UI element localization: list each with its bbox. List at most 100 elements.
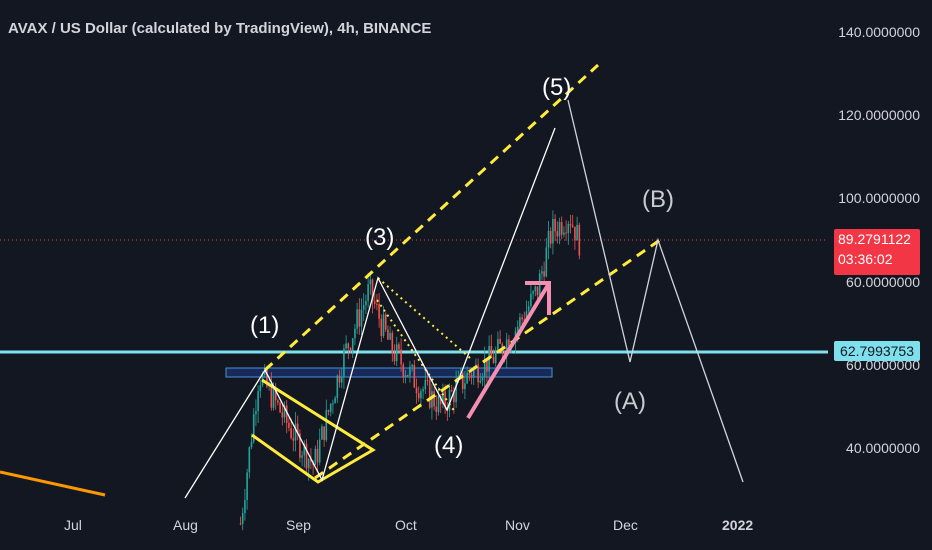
candle-body — [428, 380, 431, 408]
candle-body — [464, 383, 466, 389]
candle-body — [486, 358, 488, 372]
candle-body — [387, 329, 389, 340]
candle-body — [547, 230, 550, 248]
candle-body — [477, 364, 479, 383]
candle-body — [259, 385, 262, 392]
wave-label-1: (1) — [250, 312, 280, 339]
candle-body — [301, 455, 303, 458]
candle-body — [294, 423, 297, 441]
y-axis-label: 100.0000000 — [838, 190, 920, 206]
candle-body — [567, 223, 570, 234]
dotted-line-1 — [377, 277, 471, 359]
candle-body — [281, 412, 284, 418]
candle-body — [439, 395, 442, 405]
candle-body — [492, 356, 495, 364]
candle-body — [384, 314, 387, 330]
channel-upper-line — [263, 63, 600, 372]
candle-body — [442, 391, 444, 405]
candle-body — [334, 397, 336, 404]
candle-body — [248, 447, 251, 473]
candle-body — [424, 379, 427, 390]
candle-body — [292, 438, 295, 441]
candle-body — [389, 332, 391, 340]
candle-body — [483, 358, 486, 377]
candle-body — [530, 293, 532, 307]
candle-body — [411, 364, 413, 367]
candle-body — [497, 338, 499, 352]
candle-body — [349, 348, 352, 351]
candle-body — [437, 395, 440, 413]
candle-body — [367, 284, 369, 301]
candle-body — [277, 400, 279, 403]
candle-body — [325, 410, 328, 441]
candle-body — [354, 328, 356, 339]
y-axis-label: 40.0000000 — [846, 440, 920, 456]
candle-body — [536, 286, 539, 296]
candle-body — [532, 291, 534, 294]
x-axis-label: Sep — [286, 517, 311, 533]
wave-path — [184, 127, 556, 499]
candle-body — [299, 433, 301, 458]
y-axis-label: 140.0000000 — [838, 24, 920, 40]
candle-body — [316, 448, 319, 463]
candle-body — [468, 373, 471, 375]
candle-body — [422, 389, 424, 392]
candle-body — [332, 403, 334, 405]
candle-body — [382, 314, 385, 337]
candle-body — [369, 279, 372, 285]
candle-body — [244, 499, 246, 514]
wave-label-5: (5) — [542, 74, 572, 101]
candle-body — [327, 410, 330, 412]
candle-body — [508, 339, 510, 350]
candle-body — [288, 422, 290, 428]
x-axis-label: 2022 — [722, 517, 754, 533]
candle-body — [571, 225, 574, 227]
candle-body — [552, 218, 554, 244]
candle-body — [257, 391, 259, 412]
wave-label-3: (3) — [365, 224, 395, 251]
candle-body — [435, 406, 438, 413]
candle-body — [554, 218, 556, 232]
candle-body — [400, 349, 402, 365]
candle-body — [310, 458, 312, 462]
candle-body — [250, 441, 253, 448]
candle-body — [356, 309, 358, 329]
wave-label-4: (4) — [434, 432, 464, 459]
candle-body — [358, 309, 361, 327]
candle-body — [556, 231, 559, 237]
candle-body — [481, 376, 484, 381]
candle-body — [318, 439, 321, 463]
x-axis-label: Jul — [64, 517, 82, 533]
candle-body — [499, 338, 501, 344]
pink-arrow — [466, 281, 551, 420]
candle-body — [450, 389, 453, 392]
candle-body — [380, 318, 383, 337]
candle-body — [417, 393, 420, 399]
candle-body — [470, 374, 473, 378]
candle-body — [558, 222, 561, 237]
last-price-value: 89.2791122 — [838, 231, 911, 247]
support-level-badge: 62.7993753 — [834, 341, 920, 361]
candle-body — [525, 311, 528, 322]
wave-label-b: (B) — [642, 186, 674, 213]
candle-body — [314, 448, 317, 465]
last-price-badge: 89.2791122 03:36:02 — [834, 229, 920, 275]
candle-body — [323, 426, 325, 441]
x-axis-label: Aug — [173, 517, 198, 533]
candle-body — [345, 343, 347, 349]
candle-body — [365, 300, 367, 306]
candle-body — [543, 271, 545, 277]
candle-body — [351, 338, 354, 351]
y-axis-label: 120.0000000 — [838, 107, 920, 123]
candle-body — [433, 391, 435, 407]
x-axis-label: Oct — [395, 517, 417, 533]
candle-body — [272, 388, 275, 408]
candle-body — [574, 226, 576, 241]
candle-body — [270, 383, 273, 408]
candle-body — [241, 513, 244, 524]
candle-body — [420, 391, 422, 399]
candle-body — [545, 247, 548, 277]
candle-body — [563, 232, 565, 235]
candle-body — [448, 389, 451, 411]
